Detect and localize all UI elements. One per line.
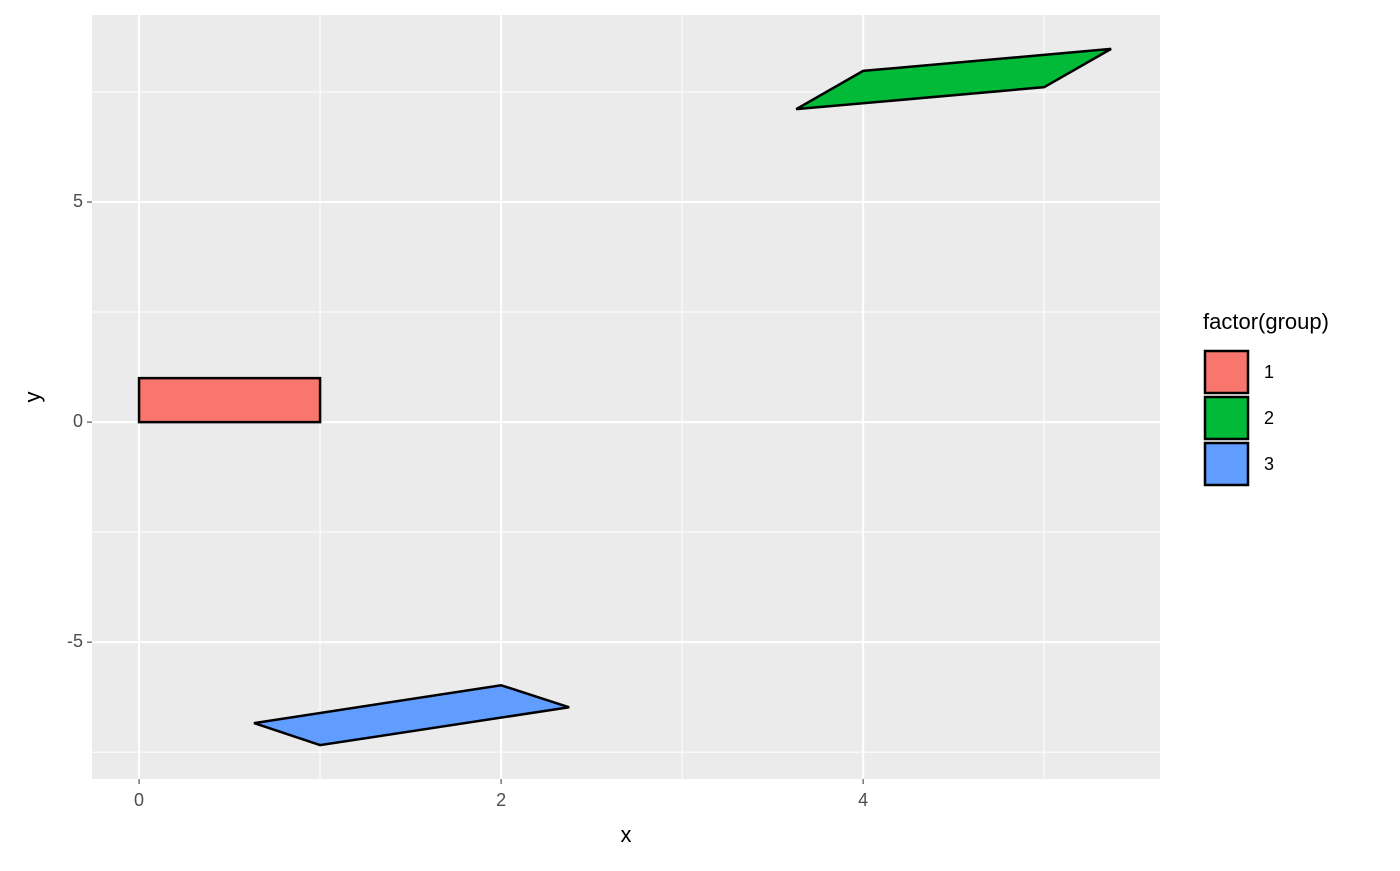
legend-key xyxy=(1203,395,1250,441)
legend-key xyxy=(1203,441,1250,487)
x-axis-label: x xyxy=(621,822,632,847)
y-tick-label: 0 xyxy=(73,411,83,431)
polygon xyxy=(137,376,322,424)
y-tick-label: 5 xyxy=(73,191,83,211)
x-tick-label: 0 xyxy=(134,790,144,810)
legend-label: 3 xyxy=(1264,454,1274,474)
legend-key xyxy=(1203,349,1250,395)
y-axis-label: y xyxy=(20,392,45,403)
legend-label: 2 xyxy=(1264,408,1274,428)
legend-label: 1 xyxy=(1264,362,1274,382)
x-tick-label: 2 xyxy=(496,790,506,810)
polygon xyxy=(795,47,1112,111)
legend-title: factor(group) xyxy=(1203,309,1329,334)
polygon xyxy=(253,683,570,747)
x-tick-label: 4 xyxy=(858,790,868,810)
y-tick-label: -5 xyxy=(67,631,83,651)
